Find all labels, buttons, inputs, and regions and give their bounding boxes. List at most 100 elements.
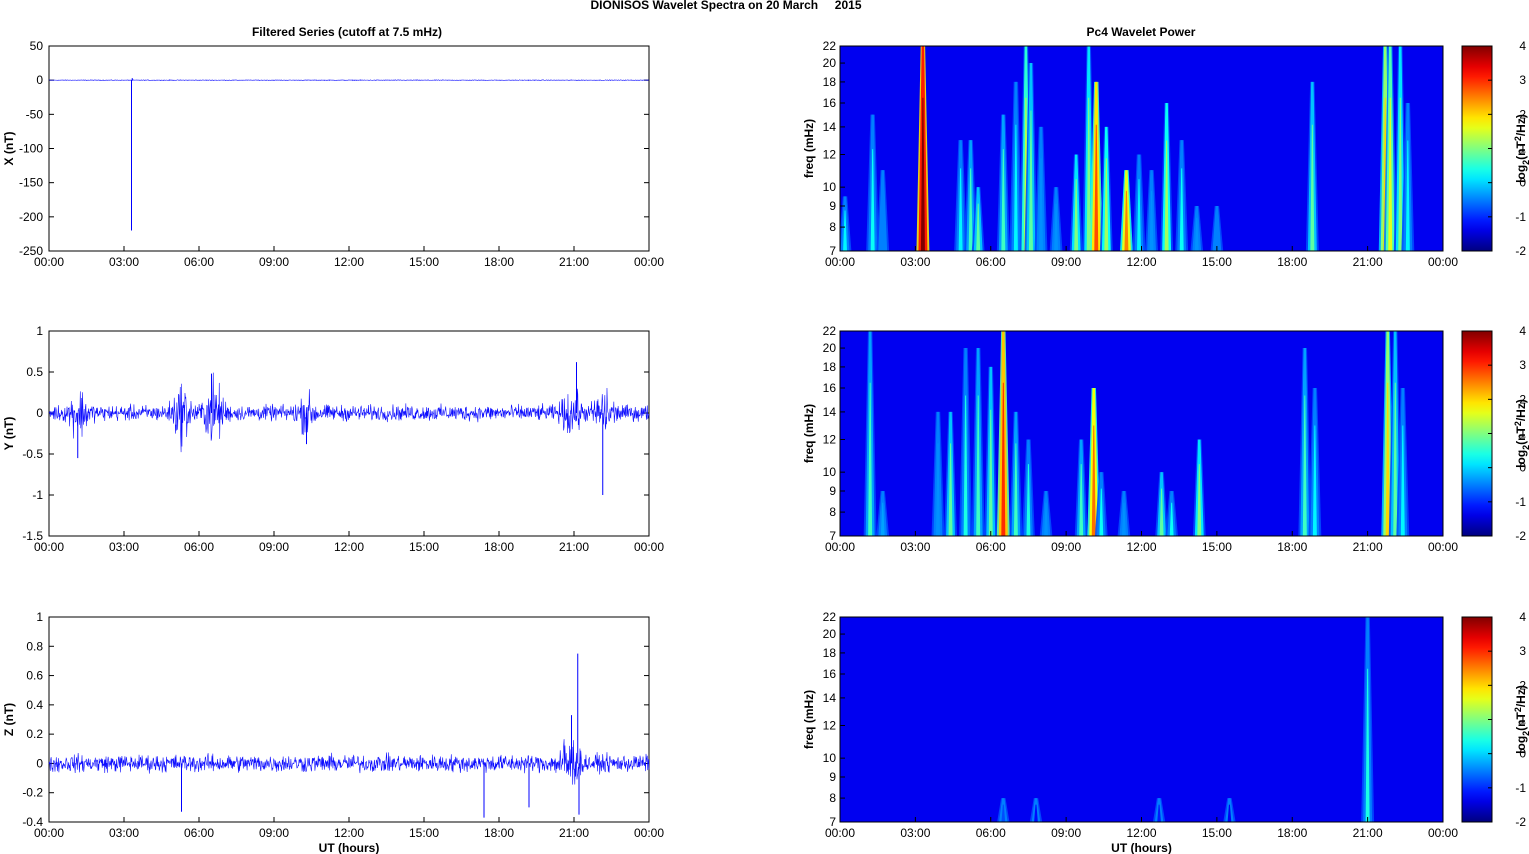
ytick-label: 16 (823, 96, 837, 110)
colorbar-tick-label: -1 (1515, 210, 1526, 224)
streak-core (1001, 382, 1006, 536)
streak-core (1079, 464, 1084, 536)
ytick-label: 8 (829, 791, 836, 805)
streak-core (1388, 97, 1393, 251)
ytick-label: 7 (829, 529, 836, 543)
colorbar-tick-label: 0 (1519, 747, 1526, 761)
colorbar-tick-label: 3 (1519, 73, 1526, 87)
streak-core (1214, 217, 1219, 251)
colorbar (1461, 330, 1493, 537)
streak-core (1054, 203, 1059, 251)
colorbar-tick-label: -2 (1515, 244, 1526, 258)
ylabel: freq (mHz) (802, 404, 816, 463)
ytick-label: 14 (823, 120, 837, 134)
ytick-label: 0.4 (26, 698, 43, 712)
ytick-label: -0.5 (22, 447, 43, 461)
streak-core (1398, 97, 1403, 251)
ytick-label: 10 (823, 180, 837, 194)
wv3-xtick-label: 12:00 (1126, 826, 1156, 840)
plot-area (48, 45, 650, 252)
ytick-label: 16 (823, 667, 837, 681)
ts3-xtick-label: 15:00 (409, 826, 439, 840)
ytick-label: 0 (36, 756, 43, 770)
colorbar-tick-label: -2 (1515, 815, 1526, 829)
ytick-label: 12 (823, 433, 837, 447)
ylabel: X (nT) (2, 132, 16, 166)
ytick-label: 8 (829, 505, 836, 519)
ylabel: freq (mHz) (802, 690, 816, 749)
series-line (48, 79, 650, 82)
wv2-xtick-label: 12:00 (1126, 540, 1156, 554)
colorbar (1461, 45, 1493, 252)
ts2-xtick-label: 12:00 (334, 540, 364, 554)
streak-core (1197, 464, 1202, 536)
streak-core (1013, 124, 1018, 251)
wv2-xtick-label: 03:00 (900, 540, 930, 554)
streak-core (1028, 110, 1033, 251)
streak-core (1400, 425, 1405, 536)
streak-core (976, 203, 981, 251)
ylabel: freq (mHz) (802, 119, 816, 178)
ts3-xtick-label: 12:00 (334, 826, 364, 840)
ytick-label: 20 (823, 341, 837, 355)
colorbar-label: log2(nT2/Hz) (1513, 685, 1529, 754)
ytick-label: -1.5 (22, 529, 43, 543)
wv1-xtick-label: 00:00 (825, 255, 855, 269)
ts2-xtick-label: 18:00 (484, 540, 514, 554)
streak-core (870, 149, 875, 251)
streak-core (1039, 158, 1043, 251)
wv1-xtick-label: 12:00 (1126, 255, 1156, 269)
colorbar-tick-label: 0 (1519, 461, 1526, 475)
ytick-label: 18 (823, 360, 837, 374)
ytick-label: 22 (823, 39, 837, 53)
wv3-xtick-label: 06:00 (976, 826, 1006, 840)
colorbar-tick-label: 3 (1519, 644, 1526, 658)
timeseries-panel-3: 10.80.60.40.20-0.2-0.400:00 03:00 06:00 09:… (2, 610, 664, 854)
ts1-xtick-label: 18:00 (484, 255, 514, 269)
streak-core (1312, 425, 1317, 536)
streak-core (1026, 464, 1031, 536)
ts3-xtick-label: 00:00 (34, 826, 64, 840)
streak-core (1013, 443, 1018, 536)
ytick-label: -150 (19, 176, 43, 190)
colorbar-tick-label: 1 (1519, 427, 1526, 441)
wv1-xtick-label: 06:00 (976, 255, 1006, 269)
wv1-xtick-label: 21:00 (1353, 255, 1383, 269)
colorbar-tick-label: 1 (1519, 142, 1526, 156)
wv1-xtick-label: 09:00 (1051, 255, 1081, 269)
ytick-label: 1 (36, 610, 43, 624)
wv1-xtick-label: 00:00 (1428, 255, 1458, 269)
wv3-xtick-label: 09:00 (1051, 826, 1081, 840)
streak-core (1124, 190, 1129, 251)
streak-core (1091, 425, 1096, 536)
ytick-label: 14 (823, 691, 837, 705)
streak-core (1310, 124, 1315, 251)
streak-core (963, 395, 968, 536)
ytick-label: 0.8 (26, 639, 43, 653)
streak-core (1034, 804, 1038, 822)
streak-core (1169, 502, 1174, 536)
streak-core (1104, 158, 1109, 251)
colorbar-tick-label: 3 (1519, 358, 1526, 372)
colorbar-tick-label: 0 (1519, 176, 1526, 190)
streak-core (880, 190, 885, 251)
timeseries-panel-2: 10.50-0.5-1-1.500:00 03:00 06:00 09:00 12:00… (2, 324, 664, 554)
ytick-label: -200 (19, 210, 43, 224)
streak-core (1094, 124, 1099, 251)
ts3-xlabel: UT (hours) (319, 841, 380, 854)
ytick-label: 22 (823, 610, 837, 624)
streak-core (1099, 488, 1104, 536)
wv2-xtick-label: 18:00 (1277, 540, 1307, 554)
ts2-xtick-label: 00:00 (34, 540, 64, 554)
colorbar-label: log2(nT2/Hz) (1513, 399, 1529, 468)
wv3-xlabel: UT (hours) (1111, 841, 1172, 854)
colorbar-tick-label: -1 (1515, 495, 1526, 509)
ts1-xtick-label: 06:00 (184, 255, 214, 269)
ytick-label: 50 (30, 39, 44, 53)
wv3-xtick-label: 18:00 (1277, 826, 1307, 840)
wv3-xtick-label: 03:00 (900, 826, 930, 840)
wv3-xtick-label: 15:00 (1202, 826, 1232, 840)
ytick-label: -1 (32, 488, 43, 502)
